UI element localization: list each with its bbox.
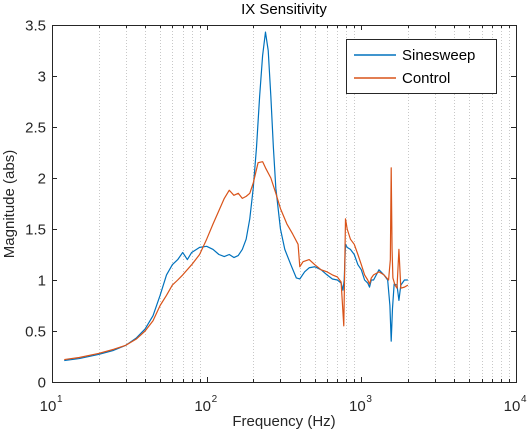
plot-frame bbox=[52, 25, 517, 383]
x-tick-label: 10 bbox=[40, 398, 57, 415]
y-tick-label: 3 bbox=[38, 69, 46, 86]
y-tick-label: 0 bbox=[38, 375, 46, 392]
x-grid bbox=[99, 25, 510, 382]
x-tick-label-exponent: 4 bbox=[521, 394, 527, 405]
y-tick-label: 3.5 bbox=[25, 18, 46, 35]
x-tick-labels: 10 1 10 2 10 3 10 4 bbox=[40, 394, 527, 415]
chart-title: IX Sensitivity bbox=[241, 1, 327, 18]
legend-label-sinesweep: Sinesweep bbox=[402, 47, 475, 64]
x-tick-label: 10 bbox=[349, 398, 366, 415]
y-tick-label: 0.5 bbox=[25, 324, 46, 341]
x-axis-label: Frequency (Hz) bbox=[232, 413, 335, 429]
legend-box bbox=[346, 39, 497, 94]
y-tick-labels: 0 0.5 1 1.5 2 2.5 3 3.5 bbox=[25, 18, 46, 392]
legend-label-control: Control bbox=[402, 70, 450, 87]
series-line-control bbox=[64, 161, 409, 361]
x-tick-label-exponent: 2 bbox=[212, 394, 218, 405]
legend: Sinesweep Control bbox=[346, 39, 497, 94]
x-tick-label: 10 bbox=[194, 398, 211, 415]
y-tick-label: 1.5 bbox=[25, 222, 46, 239]
series-line-sinesweep bbox=[64, 31, 408, 362]
x-tick-label: 10 bbox=[504, 398, 521, 415]
x-tick-label-exponent: 1 bbox=[57, 394, 63, 405]
axis-ticks bbox=[52, 25, 517, 383]
y-tick-label: 2.5 bbox=[25, 120, 46, 137]
x-tick-label-exponent: 3 bbox=[366, 394, 372, 405]
y-tick-label: 2 bbox=[38, 171, 46, 188]
y-tick-label: 1 bbox=[38, 273, 46, 290]
series-lines bbox=[64, 31, 409, 362]
y-axis-label: Magnitude (abs) bbox=[1, 150, 18, 258]
